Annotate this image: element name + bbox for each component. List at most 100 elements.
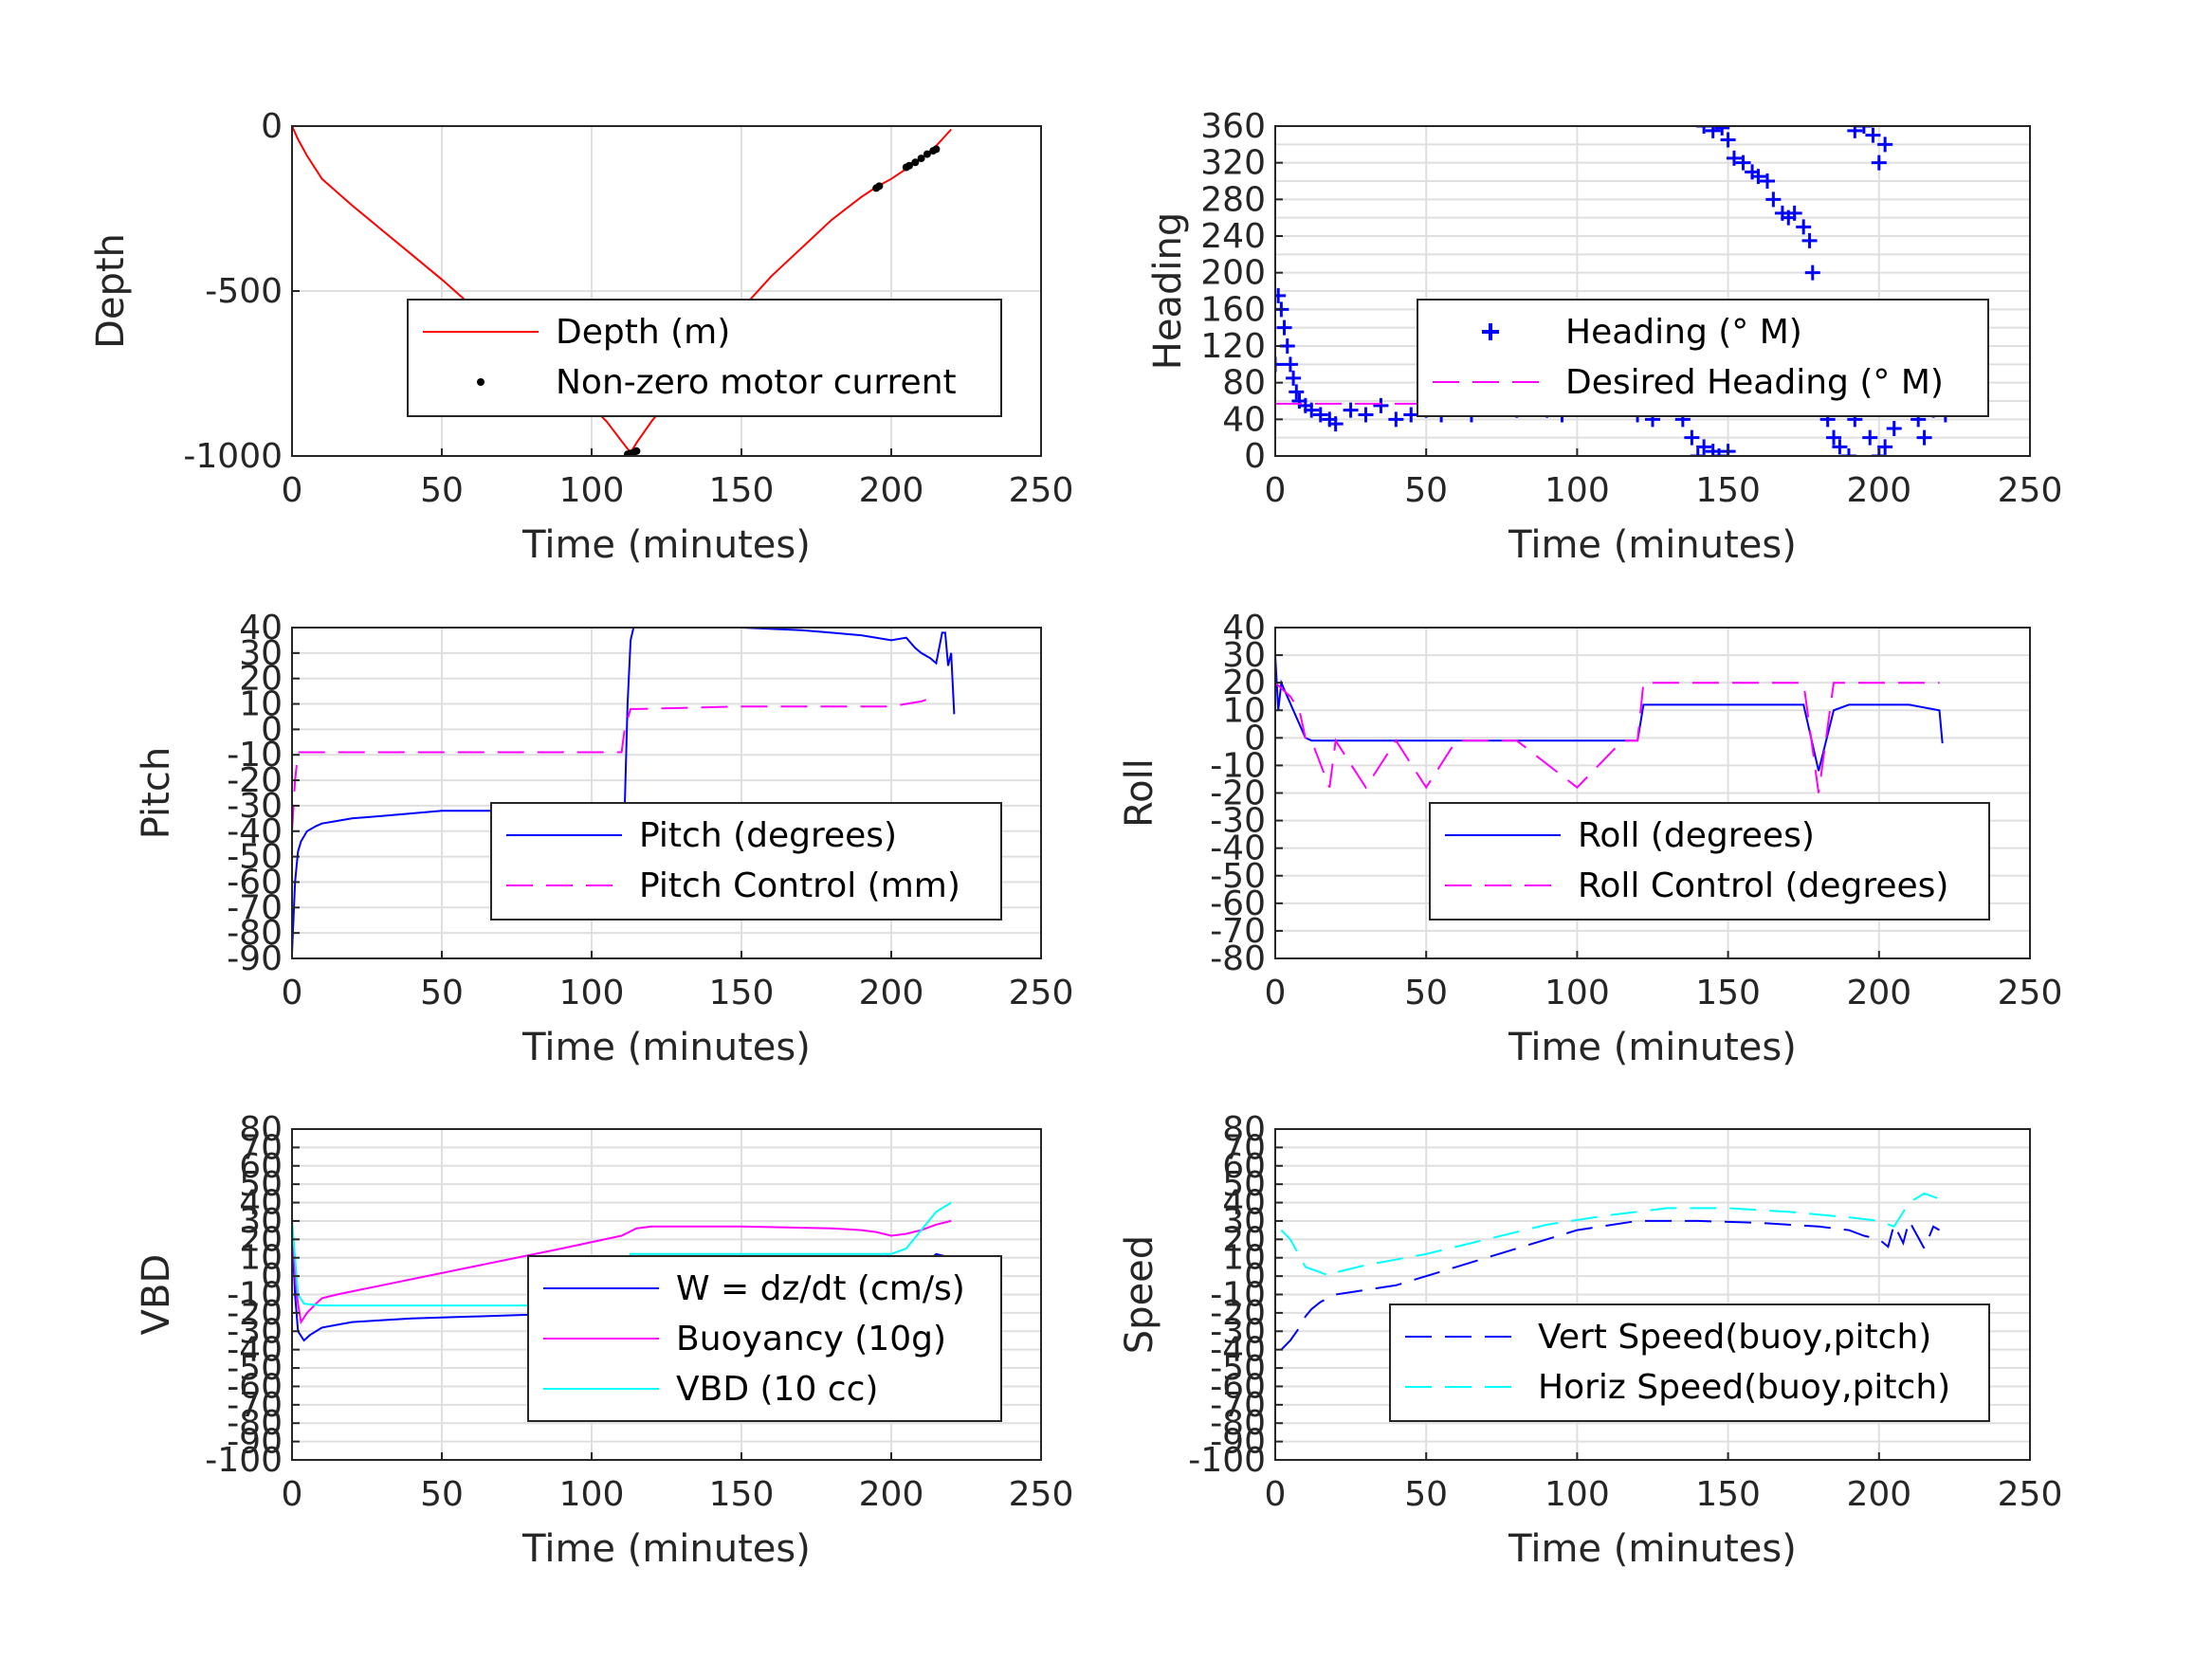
vbd-panel: 0 50 100 150 200 250-100-90-80-70-60-50-40-30… [135,1110,1073,1571]
heading-series-0-point [1877,137,1893,153]
speed-xlabel: Time (minutes) [1508,1527,1797,1571]
roll-ytick-label: 20 [1222,664,1266,702]
pitch-ytick-label: 30 [239,634,283,673]
heading-xlabel: Time (minutes) [1508,523,1797,567]
heading-ytick-label: 40 [1222,400,1266,439]
pitch-legend-box [490,802,1002,921]
speed-ytick-label: -90 [1210,1423,1266,1462]
depth-series-1-point [632,447,641,455]
vbd-ytick-label: -80 [227,1404,283,1443]
heading-series-0-point [1312,407,1328,423]
heading-series-0-point [1856,126,1872,134]
speed-ytick-label: 60 [1222,1147,1266,1186]
heading-ylabel: Heading [1146,212,1190,370]
depth-series-1-point [917,155,925,163]
heading-series-0-point [1865,127,1881,143]
speed-panel: 0 50 100 150 200 250-100-90-80-70-60-50-40-30… [1118,1110,2062,1571]
heading-series-0-point [1871,155,1887,171]
heading-series-0-point [1804,264,1820,281]
roll-xtick-label: 150 [1695,974,1761,1012]
heading-series-0-point [1388,411,1404,428]
heading-xtick-label: 150 [1695,471,1761,510]
pitch-ytick-label: -40 [227,812,283,851]
depth-ytick-label: -500 [205,272,283,311]
heading-ytick-label: 0 [1244,437,1266,476]
heading-series-0-point [1886,421,1902,436]
heading-xtick-label: 100 [1545,471,1610,510]
depth-xlabel: Time (minutes) [521,523,811,567]
vbd-ytick-label: -60 [227,1367,283,1406]
pitch-series-0-line [292,628,956,954]
roll-ytick-label: -50 [1210,857,1266,896]
depth-series-1-point [911,158,920,167]
heading-series-0-point [1847,126,1863,138]
roll-ylabel: Roll [1118,758,1161,828]
roll-ytick-label: -70 [1210,912,1266,951]
roll-ytick-label: -30 [1210,802,1266,841]
vbd-ytick-label: -100 [205,1441,283,1480]
heading-ytick-label: 360 [1200,107,1266,146]
heading-series-0-point [1684,429,1700,446]
heading-series-0-point [1282,356,1298,373]
pitch-ytick-label: -60 [227,863,283,902]
pitch-xtick-label: 150 [709,974,775,1012]
heading-series-0-point [1327,416,1344,432]
speed-xtick-label: 50 [1404,1475,1448,1514]
speed-legend-label: Horiz Speed(buoy,pitch) [1538,1368,1950,1407]
vbd-ytick-label: -10 [227,1276,283,1315]
heading-series-0-point [1304,402,1320,418]
vbd-ytick-label: 30 [239,1202,283,1241]
speed-ytick-label: -60 [1210,1367,1266,1406]
roll-ytick-label: 0 [1244,719,1266,757]
pitch-axes-frame [291,627,1042,959]
roll-xtick-label: 250 [1998,974,2063,1012]
pitch-xlabel: Time (minutes) [521,1026,811,1069]
depth-series-1-point [905,161,913,170]
heading-xtick-label: 200 [1846,471,1911,510]
speed-legend-label: Vert Speed(buoy,pitch) [1538,1318,1931,1357]
heading-series-0-point [1765,191,1782,208]
heading-series-0-point [1735,155,1751,171]
speed-xtick-label: 100 [1545,1475,1610,1514]
speed-ytick-label: -20 [1210,1294,1266,1333]
heading-series-0-point [1275,287,1287,303]
speed-ytick-label: -80 [1210,1404,1266,1443]
speed-ytick-label: 10 [1222,1239,1266,1278]
depth-xtick-label: 150 [709,471,775,510]
roll-ytick-label: -10 [1210,746,1266,785]
roll-xlabel: Time (minutes) [1508,1026,1797,1069]
vbd-ytick-label: -90 [227,1423,283,1462]
heading-series-0-point [1826,429,1842,446]
heading-series-0-point [1877,439,1893,455]
depth-xtick-label: 100 [559,471,625,510]
heading-series-0-point [1796,219,1812,235]
speed-ytick-label: -70 [1210,1386,1266,1425]
depth-series-1-point [875,182,884,191]
heading-series-0-point [1696,126,1712,134]
heading-series-0-point [1862,429,1878,446]
heading-ytick-label: 200 [1200,254,1266,293]
heading-series-0-point [1690,448,1706,456]
roll-ytick-label: 40 [1222,609,1266,647]
vbd-ytick-label: 60 [239,1147,283,1186]
heading-xtick-label: 50 [1404,471,1448,510]
depth-ytick-label: 0 [261,107,283,146]
speed-xtick-label: 200 [1846,1475,1911,1514]
speed-ytick-label: 80 [1222,1110,1266,1149]
pitch-ytick-label: -80 [227,914,283,953]
vbd-xtick-label: 100 [559,1475,625,1514]
depth-xtick-label: 0 [282,471,303,510]
vbd-ytick-label: -50 [227,1349,283,1388]
heading-series-0-point [1358,407,1374,423]
depth-xtick-label: 250 [1009,471,1074,510]
roll-ytick-label: -80 [1210,939,1266,978]
pitch-series-1-line [292,695,937,831]
speed-ytick-label: 40 [1222,1184,1266,1223]
pitch-ytick-label: 0 [261,710,283,749]
vbd-ytick-label: -30 [227,1312,283,1351]
pitch-ytick-label: 10 [239,685,283,724]
depth-xtick-label: 50 [420,471,464,510]
pitch-legend-label: Pitch (degrees) [639,816,897,855]
pitch-legend-label: Pitch Control (mm) [639,866,960,905]
